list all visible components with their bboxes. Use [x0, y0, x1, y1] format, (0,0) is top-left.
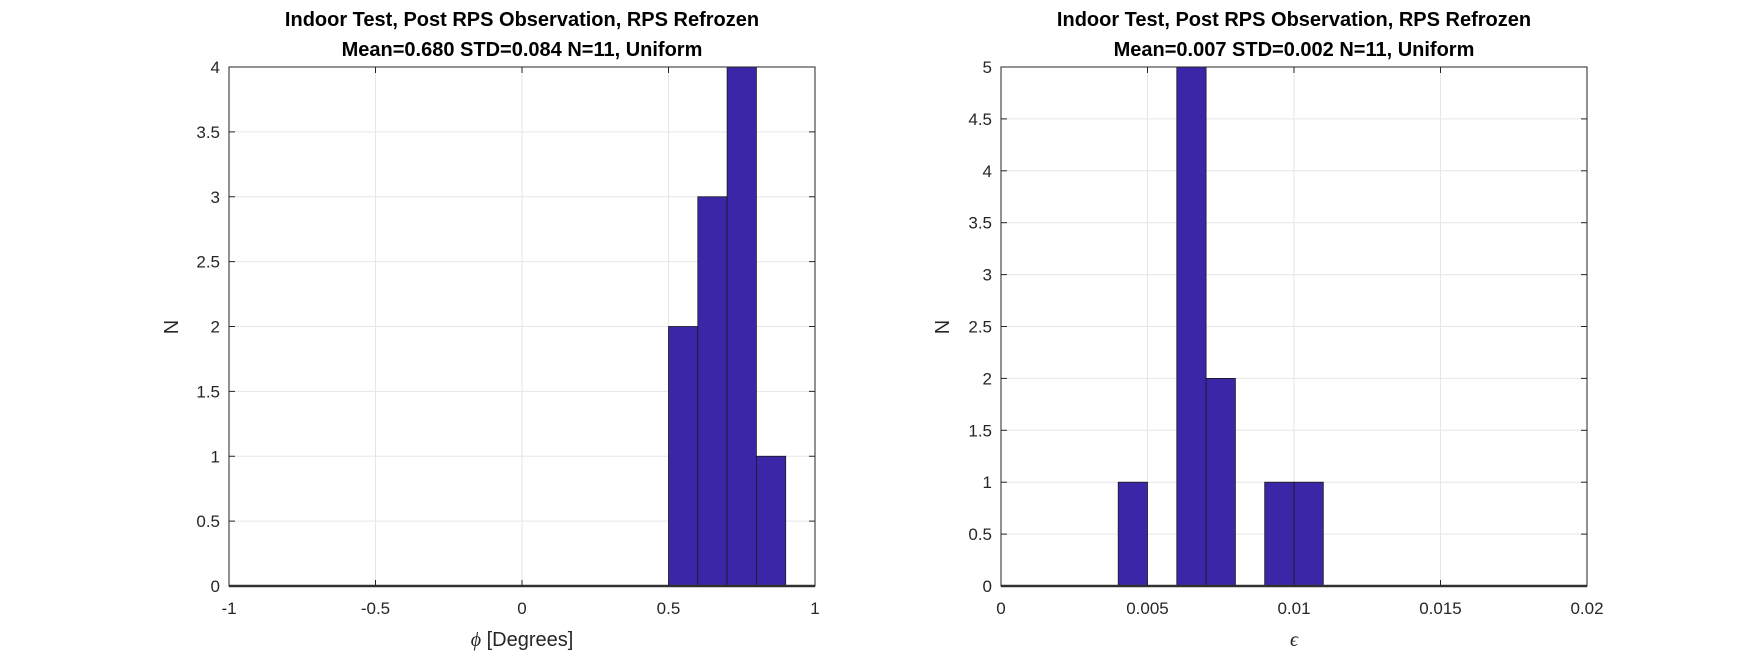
y-tick-label: 3 — [983, 266, 992, 285]
histogram-bar — [668, 326, 699, 587]
y-tick-label: 4 — [211, 58, 220, 77]
chart-title-line1: Indoor Test, Post RPS Observation, RPS R… — [1057, 9, 1531, 31]
x-axis-label-symbol: ϕ — [471, 629, 481, 651]
y-tick-label: 3 — [211, 188, 220, 207]
tick-marks — [1000, 66, 1588, 587]
chart-title-line2: Mean=0.680 STD=0.084 N=11, Uniform — [342, 39, 703, 61]
y-tick-label: 3.5 — [968, 214, 992, 233]
histogram-bar — [697, 196, 728, 587]
histogram-epsilon: Indoor Test, Post RPS Observation, RPS R… — [932, 9, 1604, 651]
x-axis-label-text: [Degrees] — [481, 629, 573, 651]
y-tick-label: 2 — [211, 318, 220, 337]
y-tick-label: 0 — [983, 577, 992, 596]
x-tick-label: -1 — [221, 599, 236, 618]
y-tick-label: 1 — [211, 447, 220, 466]
y-tick-label: 1 — [983, 473, 992, 492]
y-tick-label: 1.5 — [968, 421, 992, 440]
histogram-bar — [1264, 481, 1295, 587]
x-tick-label: 0 — [996, 599, 1005, 618]
y-tick-label: 5 — [983, 58, 992, 77]
x-tick-label: 0.01 — [1277, 599, 1310, 618]
x-tick-label: 1 — [810, 599, 819, 618]
histogram-bar — [1205, 377, 1236, 587]
x-tick-label: 0.02 — [1570, 599, 1603, 618]
histogram-bar — [726, 66, 757, 587]
y-tick-label: 1.5 — [196, 382, 220, 401]
x-tick-label: 0.005 — [1126, 599, 1169, 618]
y-tick-labels: 0 0.5 1 1.5 2 2.5 3 3.5 4 — [196, 58, 220, 596]
x-tick-label: -0.5 — [361, 599, 390, 618]
y-tick-label: 0 — [211, 577, 220, 596]
x-tick-labels: -1 -0.5 0 0.5 1 — [221, 599, 819, 618]
histogram-bar — [756, 455, 787, 587]
x-axis-label: ϵ — [1290, 629, 1299, 651]
histogram-phi: Indoor Test, Post RPS Observation, RPS R… — [161, 9, 820, 651]
chart-title-line2: Mean=0.007 STD=0.002 N=11, Uniform — [1114, 39, 1475, 61]
y-tick-label: 4.5 — [968, 110, 992, 129]
y-tick-label: 4 — [983, 162, 992, 181]
tick-marks — [228, 66, 816, 587]
x-tick-label: 0.5 — [657, 599, 681, 618]
y-tick-label: 2.5 — [968, 318, 992, 337]
y-tick-label: 2 — [983, 369, 992, 388]
y-tick-label: 2.5 — [196, 253, 220, 272]
x-axis-label-symbol: ϵ — [1290, 629, 1299, 651]
y-axis-label: N — [932, 320, 954, 334]
histogram-bar — [1117, 481, 1148, 587]
x-tick-label: 0.015 — [1419, 599, 1462, 618]
y-axis-label: N — [161, 320, 183, 334]
histogram-bar — [1293, 481, 1324, 587]
y-tick-label: 0.5 — [196, 512, 220, 531]
y-tick-labels: 0 0.5 1 1.5 2 2.5 3 3.5 4 4.5 5 — [968, 58, 992, 596]
histogram-bar — [1176, 66, 1207, 587]
x-tick-label: 0 — [517, 599, 526, 618]
y-tick-label: 0.5 — [968, 525, 992, 544]
x-axis-label: ϕ [Degrees] — [471, 629, 574, 651]
x-tick-labels: 0 0.005 0.01 0.015 0.02 — [996, 599, 1603, 618]
y-tick-label: 3.5 — [196, 123, 220, 142]
chart-title-line1: Indoor Test, Post RPS Observation, RPS R… — [285, 9, 759, 31]
